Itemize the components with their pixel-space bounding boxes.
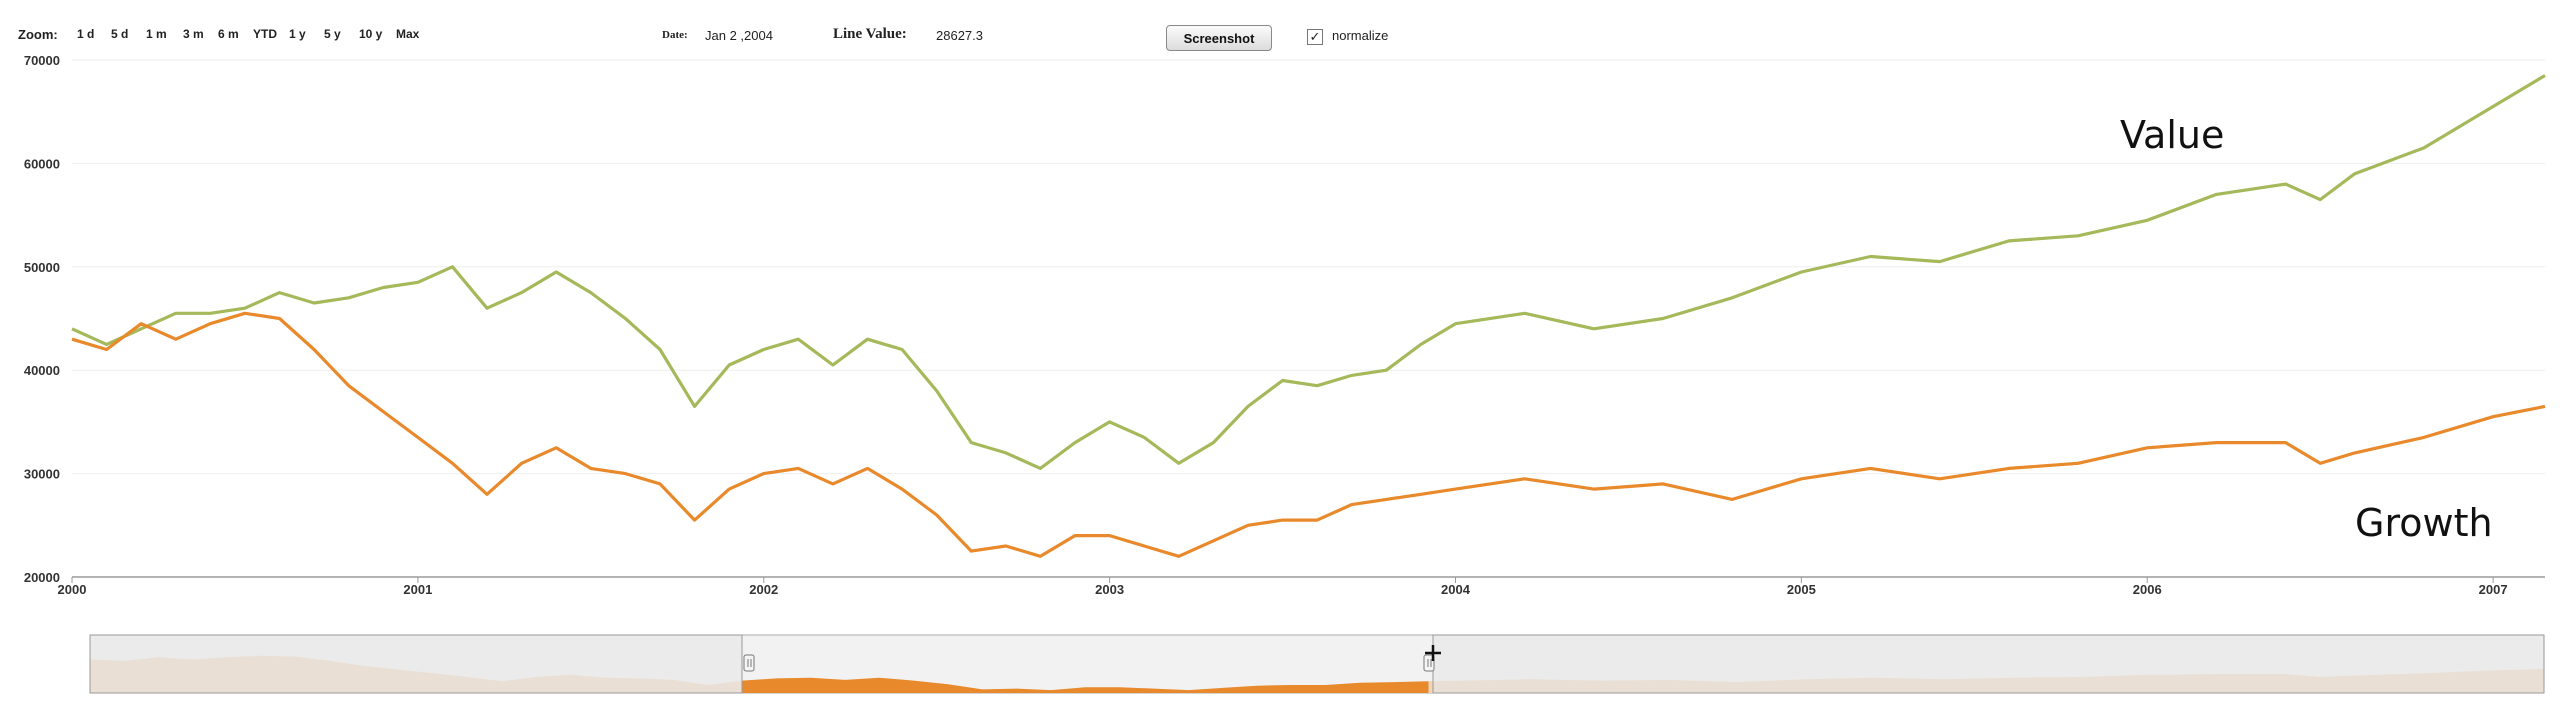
normalize-label: normalize	[1332, 28, 1389, 43]
zoom-5d-button[interactable]: 5 d	[111, 27, 129, 41]
zoom-1m-button[interactable]: 1 m	[146, 27, 167, 41]
x-tick-label: 2007	[2479, 582, 2508, 597]
y-tick-label: 30000	[24, 467, 60, 482]
y-tick-label: 50000	[24, 260, 60, 275]
date-value: Jan 2 ,2004	[705, 28, 773, 43]
y-tick-label: 70000	[24, 53, 60, 68]
chart-toolbar: Zoom: 1 d 5 d 1 m 3 m 6 m YTD 1 y 5 y 10…	[0, 0, 2560, 60]
x-tick-label: 2002	[749, 582, 778, 597]
series-line-value	[71, 74, 2546, 470]
resize-cursor-icon	[1425, 645, 1441, 661]
zoom-1d-button[interactable]: 1 d	[77, 27, 95, 41]
x-tick-label: 2006	[2133, 582, 2162, 597]
y-tick-label: 20000	[24, 570, 60, 585]
y-tick-label: 60000	[24, 156, 60, 171]
zoom-3m-button[interactable]: 3 m	[183, 27, 204, 41]
navigator-area-selected	[742, 677, 1429, 693]
zoom-label: Zoom:	[18, 27, 58, 42]
zoom-10y-button[interactable]: 10 y	[359, 27, 383, 41]
zoom-1y-button[interactable]: 1 y	[289, 27, 306, 41]
zoom-ytd-button[interactable]: YTD	[253, 27, 277, 41]
x-tick-label: 2001	[403, 582, 432, 597]
y-axis-ticks: 70000 60000 50000 40000 30000 20000	[24, 53, 60, 585]
x-axis-ticks: 2000 2001 2002 2003 2004 2005 2006 2007	[58, 577, 2508, 597]
navigator-mask-left	[89, 634, 743, 694]
date-label: Date:	[662, 29, 688, 41]
line-value: 28627.3	[936, 28, 983, 43]
zoom-max-button[interactable]: Max	[396, 27, 420, 41]
x-tick-label: 2000	[58, 582, 87, 597]
line-value-label: Line Value:	[833, 26, 907, 42]
series-label-value: Value	[2120, 113, 2224, 157]
range-navigator[interactable]	[89, 634, 2545, 694]
screenshot-button[interactable]: Screenshot	[1166, 25, 1272, 51]
normalize-checkbox[interactable]: ✓	[1307, 29, 1323, 45]
series-line-growth	[71, 311, 2546, 558]
navigator-handle-left[interactable]	[743, 654, 755, 672]
x-tick-label: 2004	[1441, 582, 1471, 597]
navigator-handle-right[interactable]	[1423, 654, 1435, 672]
navigator-mask-right	[1432, 634, 2545, 694]
x-tick-label: 2005	[1787, 582, 1816, 597]
series-label-growth: Growth	[2355, 501, 2493, 545]
y-tick-label: 40000	[24, 363, 60, 378]
x-tick-label: 2003	[1095, 582, 1124, 597]
zoom-5y-button[interactable]: 5 y	[324, 27, 341, 41]
zoom-6m-button[interactable]: 6 m	[218, 27, 239, 41]
series-lines	[71, 74, 2546, 558]
